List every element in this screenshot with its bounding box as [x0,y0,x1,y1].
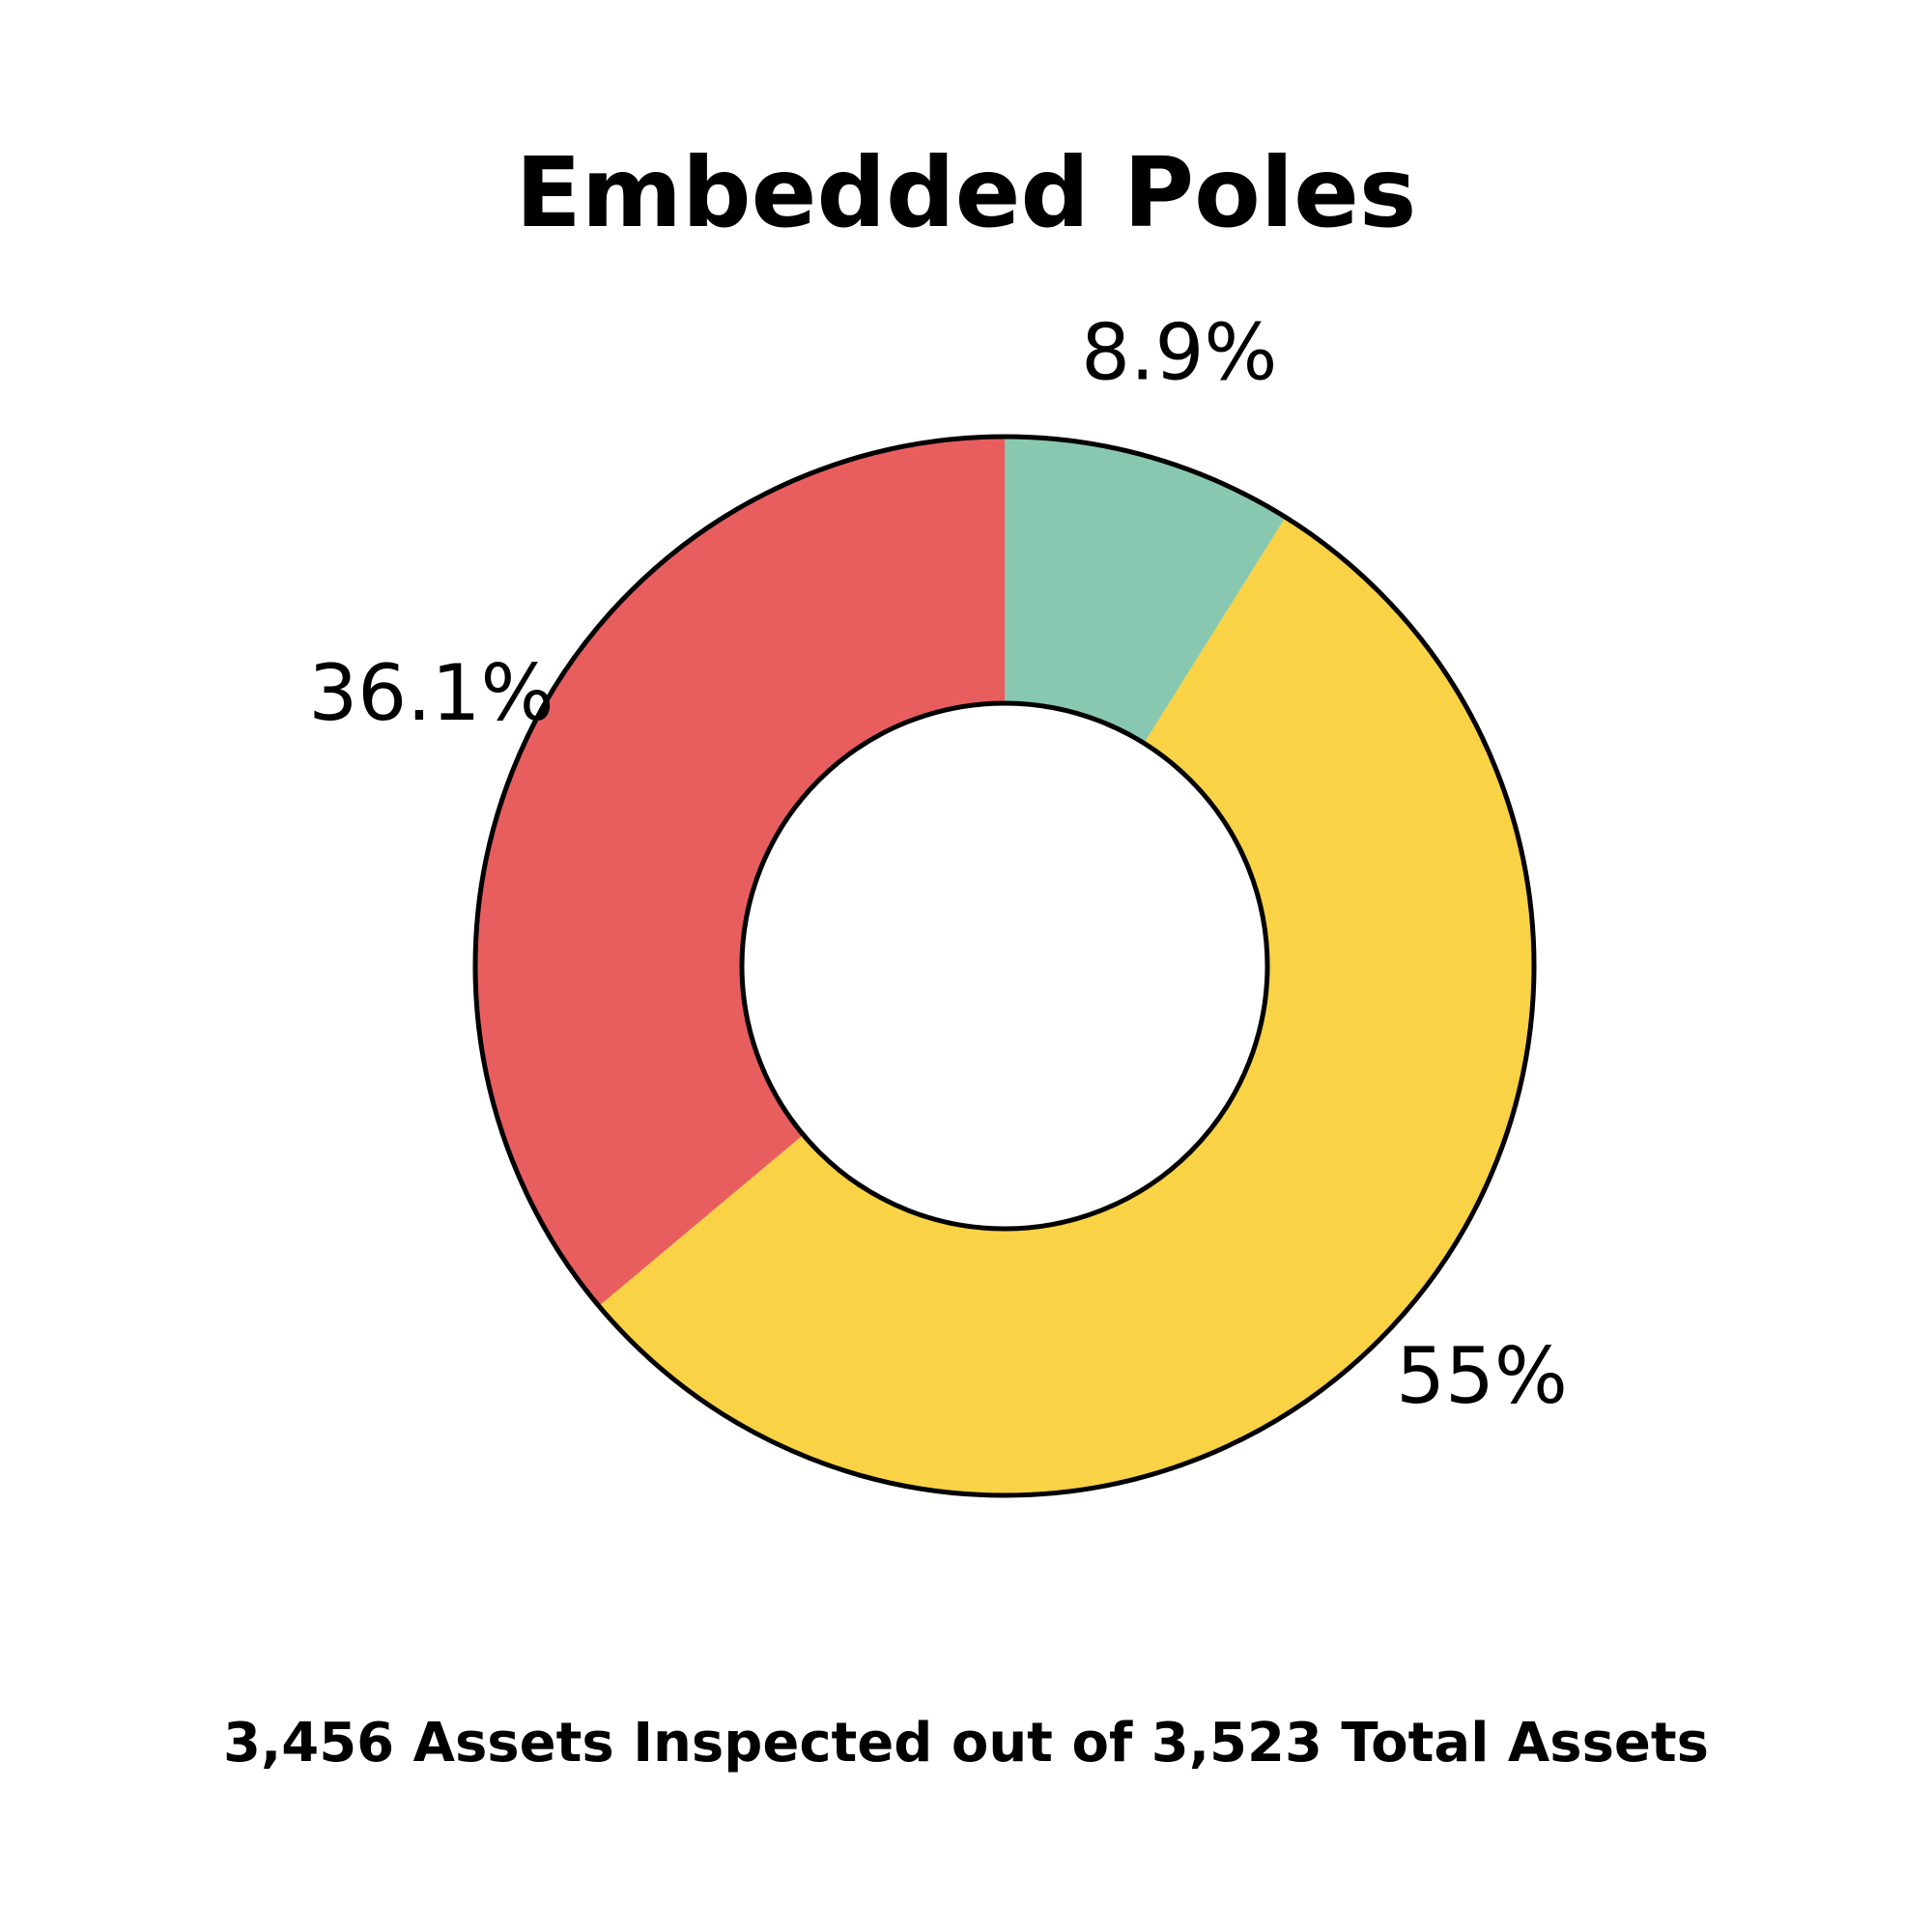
donut-slice-1 [598,517,1534,1496]
donut-outer-outline [472,434,1537,1498]
labels-group: 8.9% 55% 36.1% [308,307,1568,1421]
chart-title: Embedded Poles [515,136,1417,249]
donut-inner-outline [739,700,1270,1232]
slice-label-2: 36.1% [308,648,554,738]
chart-footer: 3,456 Assets Inspected out of 3,523 Tota… [223,1712,1709,1775]
slice-label-0: 8.9% [1081,307,1277,397]
slice-label-1: 55% [1396,1331,1568,1421]
donut-slice-0 [1005,437,1286,744]
donut-slice-2 [475,437,1005,1306]
slices-group [472,434,1537,1498]
